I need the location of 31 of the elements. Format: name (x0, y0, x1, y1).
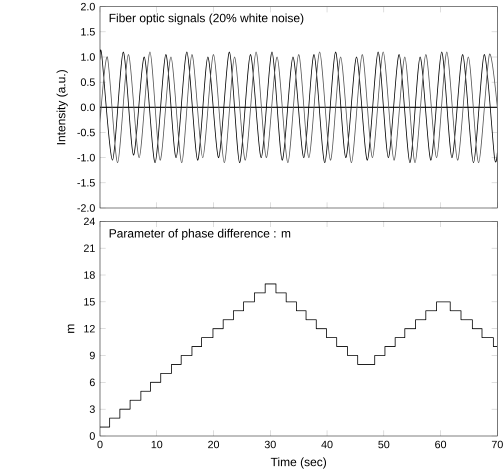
y-tick-label: 3 (90, 405, 95, 413)
y-axis-title: m (68, 324, 74, 333)
y-tick-label: 24 (84, 218, 95, 226)
x-tick-label: 60 (435, 440, 446, 448)
x-axis-title: Time (sec) (270, 457, 326, 469)
y-tick-label: 1.0 (81, 53, 95, 61)
y-tick-label: 21 (84, 244, 95, 252)
y-tick-label: 0 (90, 432, 95, 440)
x-tick-label: 20 (208, 440, 220, 448)
y-tick-label: 9 (90, 352, 95, 360)
x-tick-label: 0 (97, 440, 103, 448)
x-tick-label: 30 (264, 440, 276, 448)
y-tick-label: 0.0 (80, 104, 95, 112)
x-tick-label: 10 (152, 440, 162, 448)
x-tick-label: 50 (378, 440, 390, 448)
y-axis-title: Intensity (a.u.) (56, 70, 68, 144)
y-tick-label: -1.0 (77, 154, 95, 162)
x-tick-label: 70 (492, 440, 503, 448)
y-tick-label: -1.5 (77, 179, 95, 187)
x-tick-label: 40 (321, 440, 333, 448)
y-tick-label: 12 (84, 324, 95, 332)
y-tick-label: 18 (84, 271, 95, 279)
y-tick-label: 15 (84, 298, 95, 306)
y-tick-label: 2.0 (81, 2, 95, 10)
text: Parameter of phase difference : m (110, 228, 290, 240)
y-tick-label: -0.5 (77, 128, 95, 136)
y-tick-label: -2.0 (77, 204, 95, 212)
y-tick-label: 0.5 (80, 78, 95, 86)
y-tick-label: 6 (90, 378, 95, 386)
text: Fiber optic signals (20% white noise) (110, 13, 304, 25)
y-tick-label: 1.5 (81, 28, 95, 36)
